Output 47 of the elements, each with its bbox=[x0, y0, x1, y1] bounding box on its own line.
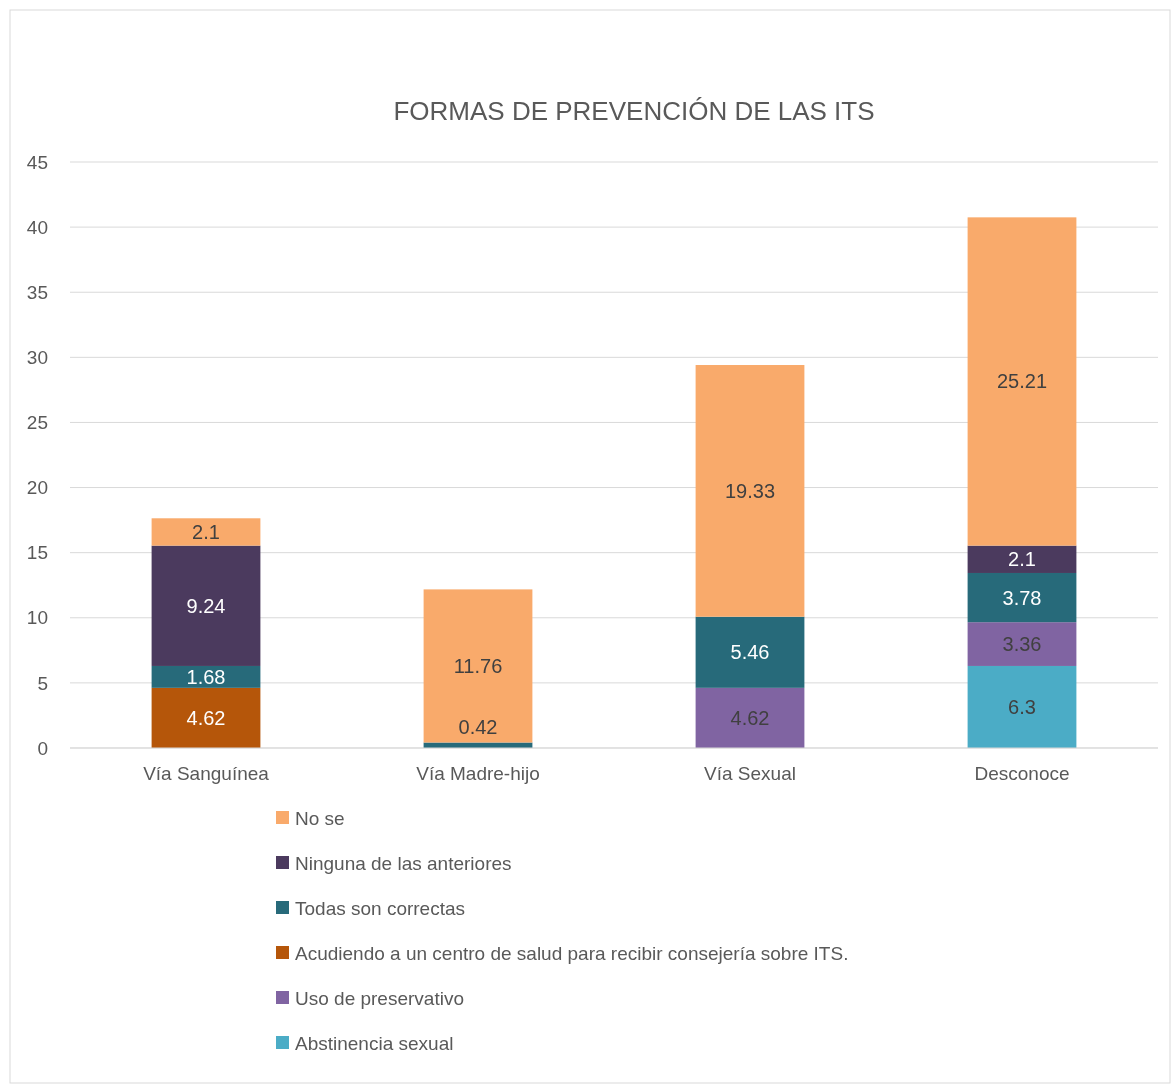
y-tick-label: 40 bbox=[26, 216, 48, 238]
legend-label: Abstinencia sexual bbox=[295, 1032, 454, 1054]
bar bbox=[967, 622, 1077, 666]
y-tick-label: 20 bbox=[26, 477, 48, 499]
y-tick-label: 15 bbox=[26, 542, 48, 564]
data-label: 0.42 bbox=[458, 715, 498, 738]
data-label: 2.1 bbox=[1008, 548, 1036, 571]
bar bbox=[151, 518, 261, 546]
legend-label: Todas son correctas bbox=[295, 897, 466, 919]
x-tick-label: Vía Madre-hijo bbox=[416, 763, 540, 784]
chart-title: FORMAS DE PREVENCIÓN DE LAS ITS bbox=[393, 96, 875, 126]
x-tick-label: Desconoce bbox=[974, 763, 1070, 784]
y-tick-label: 35 bbox=[26, 281, 48, 303]
y-tick-label: 5 bbox=[37, 672, 48, 694]
bar bbox=[695, 365, 805, 617]
data-label: 4.62 bbox=[730, 706, 770, 729]
y-tick-label: 0 bbox=[37, 737, 48, 759]
bar bbox=[967, 217, 1077, 546]
y-tick-label: 45 bbox=[26, 151, 48, 173]
x-tick-label: Vía Sexual bbox=[704, 763, 796, 784]
y-tick-label: 25 bbox=[26, 412, 48, 434]
bar bbox=[967, 545, 1077, 573]
y-tick-label: 30 bbox=[26, 346, 48, 368]
y-tick-label: 10 bbox=[26, 607, 48, 629]
data-label: 19.33 bbox=[724, 479, 776, 502]
data-label: 5.46 bbox=[730, 641, 770, 664]
bar bbox=[695, 687, 805, 748]
data-label: 4.62 bbox=[186, 706, 226, 729]
legend-label: Acudiendo a un centro de salud para recibir consejería sobre ITS. bbox=[295, 942, 849, 964]
data-label: 6.3 bbox=[1008, 695, 1036, 718]
bar bbox=[967, 572, 1077, 623]
data-label: 9.24 bbox=[186, 594, 226, 617]
bar bbox=[423, 589, 533, 743]
legend-label: Ninguna de las anteriores bbox=[295, 852, 512, 874]
legend-label: No se bbox=[295, 807, 345, 829]
data-label: 1.68 bbox=[186, 665, 226, 688]
data-label: 3.78 bbox=[1002, 586, 1042, 609]
bar bbox=[967, 665, 1077, 748]
bar bbox=[151, 687, 261, 748]
data-label: 2.1 bbox=[192, 520, 220, 543]
bar bbox=[151, 545, 261, 666]
data-label: 11.76 bbox=[453, 654, 503, 677]
x-tick-label: Vía Sanguínea bbox=[143, 763, 270, 784]
legend-label: Uso de preservativo bbox=[295, 987, 464, 1009]
bar bbox=[695, 616, 805, 688]
data-label: 25.21 bbox=[996, 370, 1048, 393]
data-label: 3.36 bbox=[1002, 633, 1042, 656]
